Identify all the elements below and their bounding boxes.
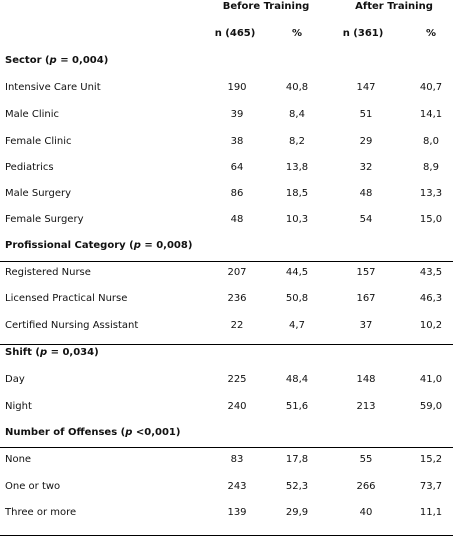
cell-pct-after: 8,9 bbox=[423, 162, 439, 173]
row-label: Night bbox=[5, 401, 32, 412]
cell-pct-after: 40,7 bbox=[419, 82, 443, 93]
header-pct-after: % bbox=[425, 28, 437, 39]
cell-n-before: 240 bbox=[227, 401, 247, 412]
header-after-training: After Training bbox=[355, 1, 433, 12]
cell-pct-after: 46,3 bbox=[419, 293, 443, 304]
cell-n-after: 213 bbox=[356, 401, 376, 412]
cell-n-before: 64 bbox=[230, 162, 244, 173]
cell-pct-after: 41,0 bbox=[419, 374, 443, 385]
cell-n-before: 225 bbox=[227, 374, 247, 385]
cell-n-after: 40 bbox=[359, 507, 373, 518]
cell-n-after: 51 bbox=[359, 109, 373, 120]
row-label: Certified Nursing Assistant bbox=[5, 320, 139, 331]
cell-n-after: 157 bbox=[356, 267, 376, 278]
cell-pct-after: 43,5 bbox=[419, 267, 443, 278]
row-label: Pediatrics bbox=[5, 162, 54, 173]
row-label: None bbox=[5, 454, 32, 465]
cell-n-before: 243 bbox=[227, 481, 247, 492]
cell-pct-before: 50,8 bbox=[285, 293, 309, 304]
row-label: One or two bbox=[5, 481, 61, 492]
cell-n-before: 139 bbox=[227, 507, 247, 518]
row-label: Male Surgery bbox=[5, 188, 72, 199]
cell-n-after: 48 bbox=[359, 188, 373, 199]
cell-n-after: 266 bbox=[356, 481, 376, 492]
cell-pct-before: 52,3 bbox=[285, 481, 309, 492]
cell-pct-before: 48,4 bbox=[285, 374, 309, 385]
section-title-category: Profissional Category (p = 0,008) bbox=[5, 240, 193, 251]
cell-pct-after: 8,0 bbox=[423, 136, 439, 147]
cell-pct-after: 10,2 bbox=[419, 320, 443, 331]
cell-pct-before: 29,9 bbox=[285, 507, 309, 518]
header-n-after: n (361) bbox=[342, 28, 384, 39]
cell-pct-before: 10,3 bbox=[285, 214, 309, 225]
cell-n-before: 39 bbox=[230, 109, 244, 120]
cell-n-before: 22 bbox=[230, 320, 244, 331]
cell-pct-before: 4,7 bbox=[289, 320, 305, 331]
cell-n-after: 32 bbox=[359, 162, 373, 173]
cell-pct-after: 14,1 bbox=[419, 109, 443, 120]
section-divider bbox=[0, 261, 453, 262]
cell-n-after: 29 bbox=[359, 136, 373, 147]
row-label: Female Surgery bbox=[5, 214, 84, 225]
cell-n-after: 148 bbox=[356, 374, 376, 385]
section-divider bbox=[0, 447, 453, 448]
row-label: Licensed Practical Nurse bbox=[5, 293, 128, 304]
row-label: Male Clinic bbox=[5, 109, 60, 120]
cell-n-before: 236 bbox=[227, 293, 247, 304]
row-label: Three or more bbox=[5, 507, 77, 518]
cell-pct-after: 15,2 bbox=[419, 454, 443, 465]
header-before-training: Before Training bbox=[222, 1, 310, 12]
section-title-sector: Sector (p = 0,004) bbox=[5, 55, 109, 66]
cell-pct-before: 18,5 bbox=[285, 188, 309, 199]
cell-n-after: 54 bbox=[359, 214, 373, 225]
cell-n-after: 147 bbox=[356, 82, 376, 93]
cell-pct-before: 40,8 bbox=[285, 82, 309, 93]
cell-pct-after: 15,0 bbox=[419, 214, 443, 225]
section-title-offenses: Number of Offenses (p <0,001) bbox=[5, 427, 181, 438]
cell-pct-before: 8,2 bbox=[289, 136, 305, 147]
cell-pct-after: 59,0 bbox=[419, 401, 443, 412]
cell-pct-before: 13,8 bbox=[285, 162, 309, 173]
cell-n-after: 167 bbox=[356, 293, 376, 304]
header-n-before: n (465) bbox=[214, 28, 256, 39]
table-bottom-border bbox=[0, 535, 453, 536]
section-divider bbox=[0, 344, 453, 345]
cell-pct-before: 8,4 bbox=[289, 109, 305, 120]
cell-pct-before: 51,6 bbox=[285, 401, 309, 412]
cell-pct-before: 17,8 bbox=[285, 454, 309, 465]
cell-n-before: 38 bbox=[230, 136, 244, 147]
header-pct-before: % bbox=[291, 28, 303, 39]
section-title-shift: Shift (p = 0,034) bbox=[5, 347, 99, 358]
cell-pct-after: 11,1 bbox=[419, 507, 443, 518]
cell-pct-after: 73,7 bbox=[419, 481, 443, 492]
row-label: Registered Nurse bbox=[5, 267, 91, 278]
row-label: Intensive Care Unit bbox=[5, 82, 101, 93]
row-label: Day bbox=[5, 374, 25, 385]
cell-n-before: 207 bbox=[227, 267, 247, 278]
cell-pct-after: 13,3 bbox=[419, 188, 443, 199]
cell-n-after: 37 bbox=[359, 320, 373, 331]
cell-n-after: 55 bbox=[359, 454, 373, 465]
cell-n-before: 86 bbox=[230, 188, 244, 199]
cell-pct-before: 44,5 bbox=[285, 267, 309, 278]
cell-n-before: 48 bbox=[230, 214, 244, 225]
cell-n-before: 83 bbox=[230, 454, 244, 465]
row-label: Female Clinic bbox=[5, 136, 72, 147]
cell-n-before: 190 bbox=[227, 82, 247, 93]
